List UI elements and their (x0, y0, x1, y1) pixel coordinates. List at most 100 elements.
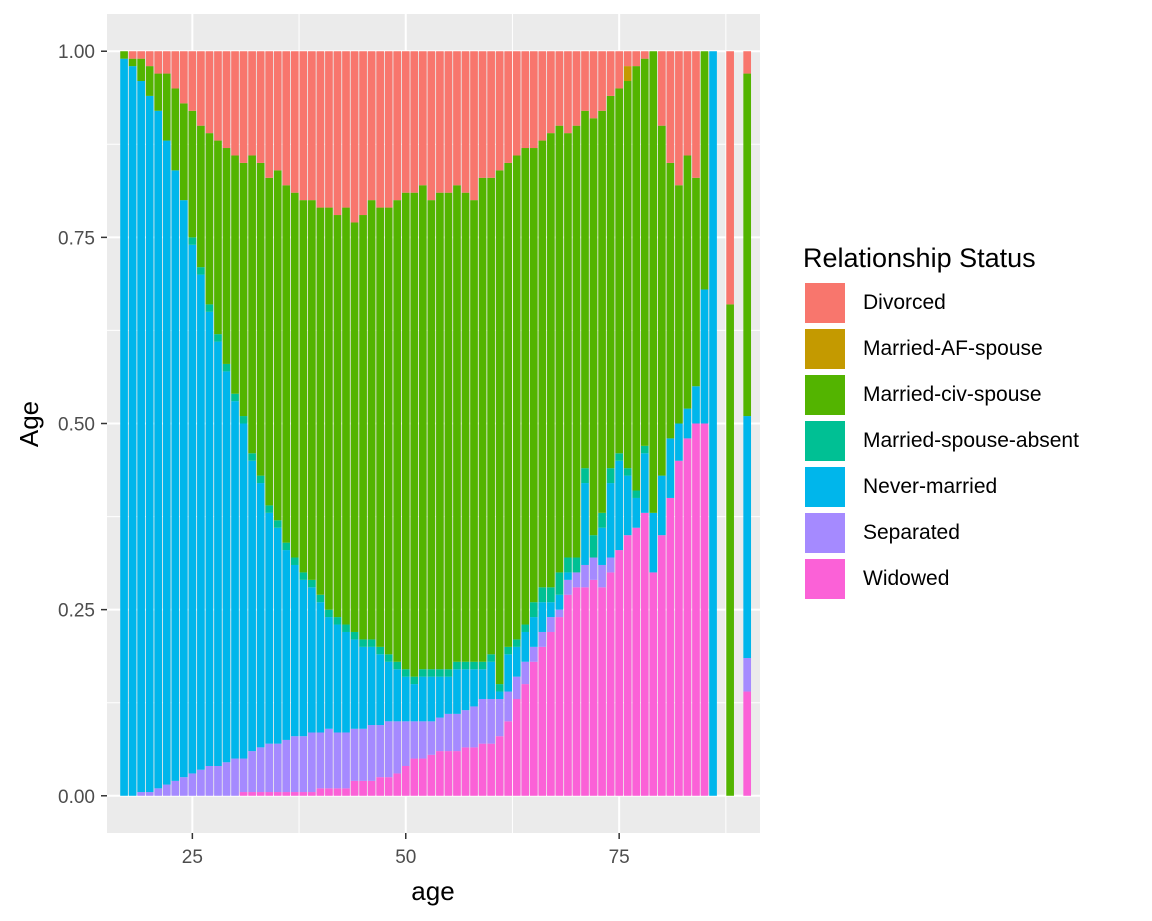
bar-segment-married-spouse-absent (529, 602, 538, 618)
bar-segment-never-married (120, 58, 128, 796)
bar-segment-divorced (205, 51, 214, 134)
bars (120, 51, 752, 796)
bar-segment-divorced (197, 51, 205, 126)
bar-segment-widowed (572, 587, 581, 796)
bar-segment-widowed (658, 535, 666, 796)
bar-segment-married-spouse-absent (547, 587, 555, 603)
bar-segment-married-civ-spouse (504, 162, 513, 647)
bar-segment-separated (547, 617, 555, 632)
legend-item: Married-spouse-absent (803, 418, 1079, 464)
bar-segment-divorced (623, 51, 632, 67)
bar-segment-divorced (521, 51, 530, 149)
bar-segment-married-af-spouse (623, 66, 632, 82)
bar-segment-divorced (350, 51, 359, 223)
bar-segment-married-civ-spouse (393, 200, 402, 662)
bar-segment-married-spouse-absent (265, 505, 274, 513)
bar-segment-married-civ-spouse (589, 118, 598, 536)
bar-segment-never-married (282, 550, 291, 740)
bar-segment-divorced (512, 51, 521, 156)
bar-segment-married-civ-spouse (461, 192, 470, 662)
bar-segment-married-civ-spouse (538, 140, 547, 588)
bar-segment-widowed (248, 792, 256, 796)
bar-segment-married-spouse-absent (478, 661, 487, 670)
bar-segment-married-spouse-absent (436, 669, 444, 677)
bar-segment-widowed (384, 777, 393, 796)
bar-segment-separated (188, 773, 197, 796)
bar-segment-never-married (162, 140, 171, 785)
bar-segment-separated (171, 780, 180, 796)
bar-segment-separated (162, 784, 171, 796)
bar-segment-married-civ-spouse (145, 66, 154, 96)
bar-segment-widowed (623, 535, 632, 796)
bar-segment-married-civ-spouse (376, 207, 384, 647)
bar-segment-widowed (589, 579, 598, 796)
bar-segment-widowed (325, 788, 333, 796)
bar-segment-married-civ-spouse (179, 103, 188, 201)
bar-segment-widowed (700, 423, 709, 796)
bar-segment-never-married (333, 624, 342, 733)
bar-segment-married-civ-spouse (325, 207, 333, 610)
bar-segment-widowed (692, 423, 700, 796)
bar-segment-married-civ-spouse (188, 110, 197, 238)
bar-segment-never-married (640, 453, 649, 513)
bar-segment-never-married (529, 617, 538, 647)
bar-segment-never-married (308, 587, 316, 733)
bar-segment-separated (444, 713, 453, 752)
bar-segment-widowed (529, 661, 538, 796)
bar-segment-married-civ-spouse (521, 148, 530, 625)
bar-segment-married-civ-spouse (478, 177, 487, 662)
bar-segment-widowed (598, 587, 606, 796)
bar-segment-married-civ-spouse (273, 170, 282, 521)
bar-segment-never-married (743, 416, 752, 659)
bar-segment-married-civ-spouse (649, 51, 658, 513)
bar-segment-separated (606, 557, 615, 573)
bar-segment-divorced (282, 51, 291, 186)
bar-segment-widowed (342, 788, 350, 796)
bar-segment-married-civ-spouse (427, 200, 436, 670)
bar-segment-divorced (273, 51, 282, 171)
legend-key (803, 373, 847, 417)
bar-segment-married-civ-spouse (529, 148, 538, 603)
bar-segment-married-spouse-absent (521, 624, 530, 632)
bar-segment-divorced (683, 51, 692, 156)
y-tick-label: 0.50 (58, 415, 95, 436)
bar-segment-widowed (470, 747, 478, 796)
bar-segment-separated (589, 557, 598, 580)
bar-segment-divorced (692, 51, 700, 178)
bar-segment-separated (342, 732, 350, 789)
bar-segment-separated (538, 631, 547, 647)
bar-segment-divorced (470, 51, 478, 201)
bar-segment-never-married (700, 289, 709, 424)
bar-segment-separated (555, 609, 564, 618)
bar-segment-separated (461, 710, 470, 748)
bar-segment-divorced (333, 51, 342, 216)
bar-segment-married-spouse-absent (222, 363, 231, 372)
bar-segment-widowed (410, 758, 419, 796)
bar-segment-divorced (214, 51, 222, 141)
bar-segment-separated (197, 769, 205, 796)
bar-segment-married-spouse-absent (231, 393, 239, 402)
bar-segment-divorced (290, 51, 299, 193)
bar-segment-separated (470, 706, 478, 748)
bar-segment-separated (359, 728, 367, 781)
bar-segment-never-married (145, 95, 154, 793)
bar-segment-separated (282, 739, 291, 793)
bar-segment-widowed (504, 721, 513, 796)
bar-segment-divorced (564, 51, 572, 134)
bar-segment-widowed (265, 792, 274, 796)
bar-segment-separated (495, 698, 504, 737)
legend-item: Never-married (803, 464, 1079, 510)
bar-segment-married-spouse-absent (367, 639, 376, 647)
bar-segment-married-spouse-absent (461, 661, 470, 670)
bar-segment-separated (504, 691, 513, 722)
bar-segment-married-civ-spouse (444, 192, 453, 670)
bar-segment-separated (290, 736, 299, 793)
bar-segment-never-married (453, 669, 461, 714)
bar-segment-married-civ-spouse (316, 207, 325, 595)
bar-segment-never-married (350, 639, 359, 729)
bar-segment-never-married (649, 512, 658, 573)
bar-segment-divorced (231, 51, 239, 156)
legend-key (803, 419, 847, 463)
bar-segment-widowed (367, 780, 376, 796)
legend-label: Divorced (863, 291, 946, 314)
